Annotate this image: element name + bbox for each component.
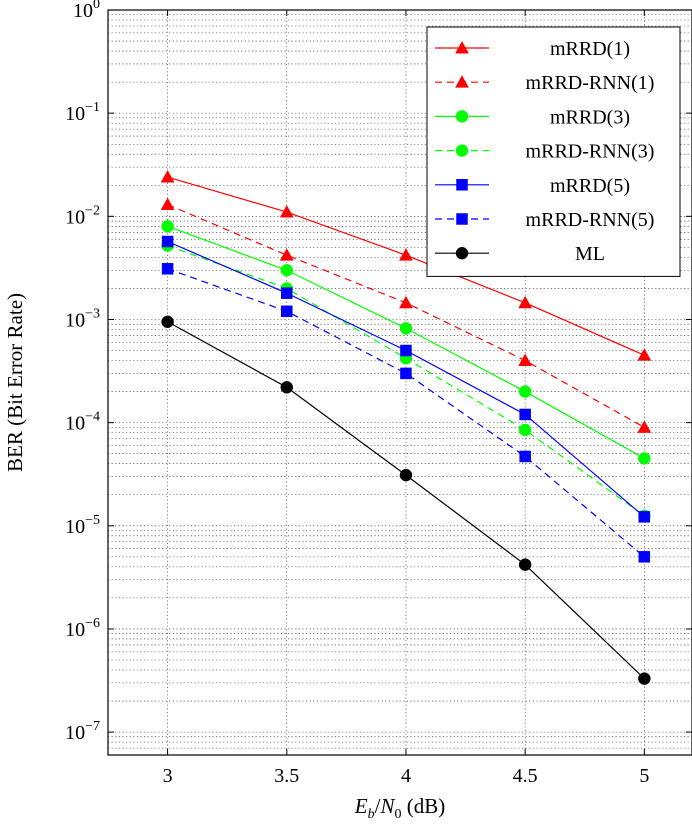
y-tick-label: 10−3 (65, 306, 100, 331)
data-point-mrrd-rnn-5 (638, 551, 651, 563)
data-point-mrrd-rnn-5 (161, 263, 174, 275)
legend-swatch-marker (455, 75, 469, 88)
data-point-mrrd-1 (399, 248, 413, 261)
data-point-ml (280, 381, 294, 394)
data-point-mrrd-5 (281, 287, 293, 299)
data-point-mrrd-rnn-1 (518, 353, 533, 366)
legend-swatch-marker (456, 179, 468, 191)
legend-label: ML (575, 243, 605, 265)
data-point-mrrd-rnn-1 (637, 420, 652, 433)
legend-swatch-marker (455, 246, 469, 260)
series-line-mrrd-rnn-5 (167, 268, 645, 558)
data-point-ml (399, 468, 413, 482)
y-tick-label: 10−2 (65, 203, 100, 228)
series-layer (160, 170, 652, 685)
legend: mRRD(1) mRRD-RNN(1) mRRD(3) mRRD-RNN(3) mRRD… (426, 26, 681, 277)
legend-item-mrrd-rnn-1: mRRD-RNN(1) (435, 72, 654, 94)
series-mrrd-5 (161, 235, 651, 523)
data-point-mrrd-3 (638, 452, 651, 465)
legend-swatch-marker (455, 110, 469, 123)
legend-swatch-marker (455, 144, 469, 157)
series-ml (161, 315, 651, 685)
legend-item-mrrd-rnn-3: mRRD-RNN(3) (435, 141, 654, 163)
data-point-mrrd-5 (400, 344, 412, 357)
data-point-mrrd-rnn-1 (160, 197, 175, 211)
legend-item-mrrd-3: mRRD(3) (435, 106, 630, 128)
y-tick-label: 10−6 (65, 616, 100, 641)
x-tick-label: 4 (401, 765, 411, 787)
legend-item-mrrd-rnn-5: mRRD-RNN(5) (435, 209, 654, 231)
data-point-mrrd-rnn-1 (279, 248, 294, 261)
data-point-mrrd-3 (518, 385, 532, 398)
data-point-mrrd-rnn-5 (519, 450, 531, 463)
data-point-mrrd-1 (160, 170, 175, 183)
data-point-mrrd-1 (279, 205, 294, 218)
legend-swatch-marker (456, 213, 468, 225)
legend-label: mRRD(1) (550, 38, 630, 60)
legend-label: mRRD-RNN(1) (526, 72, 655, 94)
data-point-mrrd-5 (638, 511, 651, 523)
y-tick-label: 100 (73, 0, 100, 22)
data-point-ml (638, 672, 651, 685)
data-point-mrrd-rnn-5 (400, 367, 412, 380)
axis-titles: Eb/N0 (dB) BER (Bit Error Rate) (3, 293, 445, 822)
legend-item-mrrd-1: mRRD(1) (435, 38, 630, 60)
legend-label: mRRD-RNN(5) (526, 209, 655, 231)
data-point-mrrd-3 (399, 322, 413, 335)
legend-item-mrrd-5: mRRD(5) (435, 175, 630, 197)
plot-frame (107, 9, 692, 756)
legend-label: mRRD(5) (550, 175, 630, 197)
data-point-mrrd-rnn-5 (281, 305, 293, 318)
x-axis-title: Eb/N0 (dB) (354, 794, 445, 822)
legend-label: mRRD-RNN(3) (526, 141, 655, 163)
data-point-mrrd-5 (161, 235, 174, 248)
x-tick-label: 3 (163, 765, 173, 787)
series-mrrd-rnn-5 (161, 263, 651, 563)
legend-label: mRRD(3) (550, 106, 630, 128)
x-tick-label: 4.5 (513, 765, 538, 787)
data-point-mrrd-3 (161, 220, 174, 233)
data-point-mrrd-1 (637, 348, 652, 361)
x-tick-label: 5 (639, 765, 649, 787)
legend-item-ml: ML (435, 243, 605, 265)
y-axis-title: BER (Bit Error Rate) (3, 293, 27, 472)
data-point-mrrd-rnn-1 (399, 295, 413, 309)
data-point-mrrd-1 (518, 295, 533, 309)
y-tick-label: 10−5 (65, 513, 100, 538)
data-point-mrrd-3 (280, 264, 294, 277)
data-point-mrrd-5 (519, 408, 531, 421)
legend-box (426, 26, 681, 277)
data-point-ml (161, 315, 174, 329)
series-mrrd-3 (161, 220, 651, 465)
x-tick-label: 3.5 (274, 765, 299, 787)
y-tick-label: 10−4 (65, 410, 100, 435)
data-point-ml (518, 558, 532, 571)
y-tick-label: 10−1 (65, 100, 100, 125)
legend-swatch-marker (455, 40, 469, 54)
series-mrrd-1 (160, 170, 652, 361)
series-mrrd-rnn-1 (160, 197, 652, 433)
data-point-mrrd-rnn-3 (518, 423, 532, 437)
y-tick-label: 10−7 (65, 719, 100, 744)
